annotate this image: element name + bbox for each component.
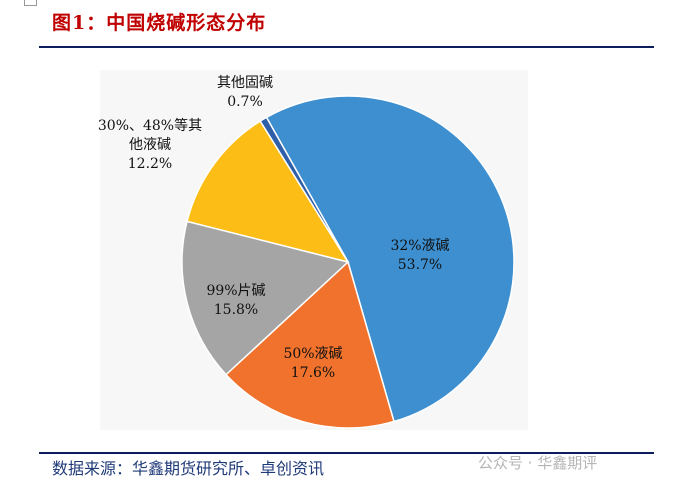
slice-name: 30%、48%等其 [98, 117, 202, 134]
slice-name: 50%液碱 [283, 346, 342, 362]
slice-name: 32%液碱 [390, 238, 449, 254]
pie-slice [181, 220, 350, 376]
title-divider [39, 46, 654, 48]
pie-slice [259, 116, 349, 263]
pie-slice [224, 260, 395, 429]
slice-value-label: 53.7% [398, 257, 442, 273]
watermark: 公众号 · 华鑫期评 [478, 454, 598, 472]
slice-name: 99%片碱 [206, 283, 265, 299]
slice-name: 他液碱 [129, 137, 171, 153]
source-note: 数据来源：华鑫期货研究所、卓创资讯 [52, 459, 325, 478]
pie-slice [265, 95, 515, 423]
slice-value-label: 12.2% [128, 156, 172, 172]
slice-name: 其他固碱 [217, 75, 273, 91]
figure-title: 图1：中国烧碱形态分布 [52, 12, 267, 34]
pie-slice [186, 120, 350, 264]
slice-value-label: 0.7% [227, 94, 263, 110]
slice-value-label: 15.8% [214, 302, 258, 318]
source-divider [39, 452, 654, 454]
slice-value-label: 17.6% [291, 365, 335, 381]
anchor-icon [24, 0, 37, 6]
